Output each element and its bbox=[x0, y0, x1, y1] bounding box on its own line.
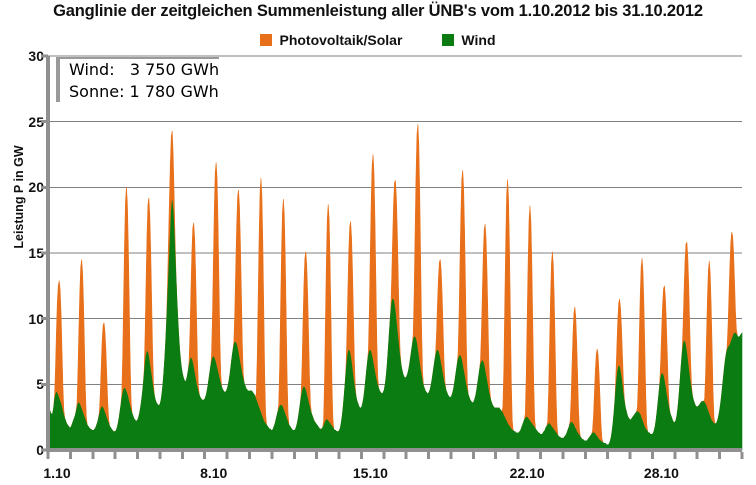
y-tick-label: 30 bbox=[28, 48, 44, 64]
summary-annotation: Wind: 3 750 GWh Sonne: 1 780 GWh bbox=[56, 57, 220, 103]
y-axis-tick-labels: 0 5 10 15 20 25 30 bbox=[0, 0, 44, 485]
legend-item-wind[interactable]: Wind bbox=[442, 32, 496, 48]
x-tick-label: 1.10 bbox=[43, 465, 71, 481]
legend-swatch-wind-icon bbox=[442, 34, 455, 46]
x-tick-label: 15.10 bbox=[352, 465, 388, 481]
x-tick-label: 22.10 bbox=[509, 465, 545, 481]
y-tick-label: 0 bbox=[36, 442, 44, 458]
chart-title: Ganglinie der zeitgleichen Summenleistun… bbox=[53, 2, 703, 20]
y-tick-label: 20 bbox=[28, 179, 44, 196]
legend-label-wind: Wind bbox=[461, 32, 496, 48]
y-tick-label: 10 bbox=[28, 310, 44, 327]
legend-label-solar: Photovoltaik/Solar bbox=[279, 32, 403, 48]
x-tick-label: 8.10 bbox=[200, 465, 228, 481]
annotation-line-sonne: Sonne: 1 780 GWh bbox=[69, 81, 219, 101]
y-tick-label: 25 bbox=[28, 113, 44, 130]
y-tick-label: 15 bbox=[28, 245, 44, 261]
legend-swatch-solar-icon bbox=[260, 34, 273, 46]
annotation-line-wind: Wind: 3 750 GWh bbox=[69, 60, 220, 79]
x-tick-label: 28.10 bbox=[643, 465, 679, 481]
legend-item-solar[interactable]: Photovoltaik/Solar bbox=[260, 33, 402, 47]
y-tick-label: 5 bbox=[36, 376, 44, 393]
chart-legend: Photovoltaik/Solar Wind bbox=[0, 33, 756, 47]
